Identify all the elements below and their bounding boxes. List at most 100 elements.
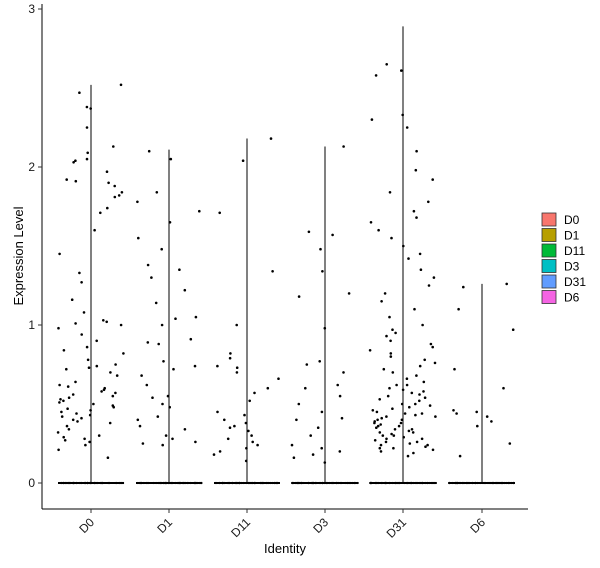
data-point-D0 xyxy=(85,345,89,349)
zero-point-D0 xyxy=(115,481,118,485)
data-point-D1 xyxy=(150,276,153,279)
zero-point-D6 xyxy=(488,481,491,485)
data-point-D3 xyxy=(340,416,344,420)
zero-point-D3 xyxy=(344,481,347,485)
zero-point-D0 xyxy=(120,481,123,485)
data-point-D0 xyxy=(99,211,102,215)
data-point-D31 xyxy=(383,292,387,295)
data-point-D0 xyxy=(112,405,115,409)
data-point-D0 xyxy=(74,322,77,325)
data-point-D3 xyxy=(311,453,315,456)
zero-point-D6 xyxy=(479,481,482,485)
zero-point-D0 xyxy=(101,481,104,485)
data-point-D0 xyxy=(59,398,62,401)
zero-point-D0 xyxy=(84,481,87,485)
data-point-D0 xyxy=(74,179,78,183)
data-point-D6 xyxy=(458,454,462,458)
data-point-D0 xyxy=(95,339,98,343)
zero-point-D11 xyxy=(218,481,221,485)
zero-point-D3 xyxy=(297,481,300,485)
data-point-D3 xyxy=(318,360,322,363)
data-point-D0 xyxy=(74,159,77,162)
zero-point-D6 xyxy=(465,481,468,485)
data-point-D31 xyxy=(401,113,405,117)
legend-label-D31: D31 xyxy=(564,275,586,289)
data-point-D31 xyxy=(408,442,412,445)
zero-point-D0 xyxy=(86,481,89,485)
data-point-D11 xyxy=(229,352,232,355)
zero-point-D6 xyxy=(462,481,466,485)
zero-point-D11 xyxy=(271,481,274,485)
data-point-D11 xyxy=(235,323,238,327)
data-point-D31 xyxy=(402,244,405,248)
data-point-D1 xyxy=(151,396,154,400)
data-point-D0 xyxy=(57,326,60,330)
data-point-D31 xyxy=(386,394,390,398)
zero-point-D6 xyxy=(491,481,494,485)
data-point-D11 xyxy=(266,386,270,390)
data-point-D31 xyxy=(400,69,403,72)
data-point-D0 xyxy=(89,107,92,110)
zero-point-D0 xyxy=(75,481,78,485)
data-point-D31 xyxy=(391,328,394,332)
data-point-D11 xyxy=(251,440,254,444)
zero-point-D0 xyxy=(80,481,83,485)
zero-point-D11 xyxy=(222,481,225,485)
data-point-D0 xyxy=(113,195,117,199)
data-point-D1 xyxy=(164,434,168,437)
data-point-D0 xyxy=(80,416,83,420)
zero-point-D1 xyxy=(186,481,189,485)
data-point-D11 xyxy=(218,211,221,215)
zero-point-D1 xyxy=(174,481,177,485)
legend-label-D3: D3 xyxy=(564,260,580,274)
data-point-D0 xyxy=(87,366,91,370)
zero-point-D6 xyxy=(474,481,477,485)
zero-point-D31 xyxy=(431,481,434,485)
legend-swatch-D11 xyxy=(541,243,557,258)
data-point-D1 xyxy=(183,428,187,431)
data-point-D31 xyxy=(428,404,432,407)
data-point-D31 xyxy=(407,429,411,433)
data-point-D31 xyxy=(415,216,418,219)
data-point-D31 xyxy=(400,402,404,406)
zero-point-D6 xyxy=(455,481,458,485)
data-point-D0 xyxy=(88,413,92,417)
data-point-D0 xyxy=(85,157,89,161)
data-point-D3 xyxy=(338,450,342,453)
data-point-D31 xyxy=(422,390,425,393)
data-point-D31 xyxy=(374,74,378,77)
data-point-D0 xyxy=(58,252,61,256)
zero-point-D1 xyxy=(200,481,203,485)
data-point-D0 xyxy=(97,434,101,437)
data-point-D0 xyxy=(108,421,112,425)
zero-point-D11 xyxy=(235,481,238,485)
data-point-D1 xyxy=(174,317,177,321)
zero-point-D6 xyxy=(505,481,508,485)
data-point-D0 xyxy=(86,151,89,155)
x-tick-label: D31 xyxy=(384,515,410,541)
legend-swatch-D3 xyxy=(541,259,557,273)
data-point-D0 xyxy=(60,415,64,418)
data-point-D31 xyxy=(405,126,409,129)
data-point-D31 xyxy=(412,209,416,213)
data-point-D3 xyxy=(342,145,345,148)
zero-point-D1 xyxy=(168,481,171,485)
zero-point-D11 xyxy=(259,481,262,485)
y-tick-label: 2 xyxy=(28,160,35,174)
zero-point-D3 xyxy=(353,481,356,485)
data-point-D3 xyxy=(342,371,345,374)
zero-point-D6 xyxy=(461,481,464,485)
data-point-D31 xyxy=(402,435,406,439)
data-point-D0 xyxy=(102,388,106,392)
zero-point-D6 xyxy=(448,481,451,485)
data-point-D31 xyxy=(401,388,405,392)
data-point-D0 xyxy=(58,383,61,387)
data-point-D1 xyxy=(194,440,197,444)
data-point-D6 xyxy=(511,328,515,332)
data-point-D3 xyxy=(320,410,324,414)
zero-point-D0 xyxy=(71,481,74,485)
zero-point-D31 xyxy=(418,481,421,485)
data-point-D11 xyxy=(248,399,251,403)
